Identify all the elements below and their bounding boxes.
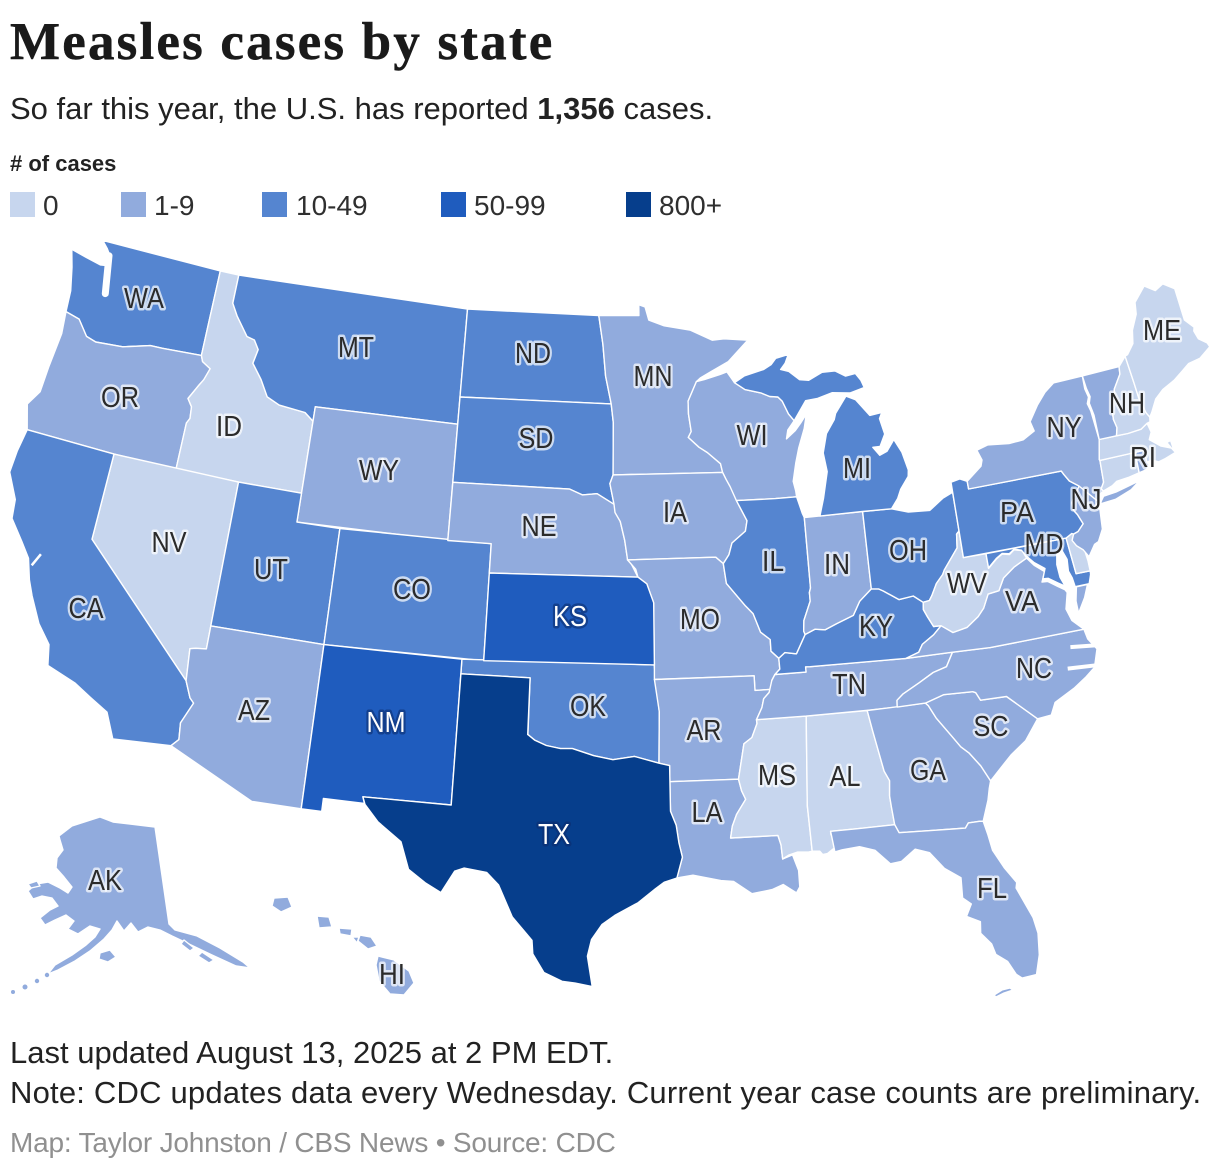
svg-text:SC: SC <box>974 711 1009 743</box>
svg-text:WY: WY <box>359 455 399 487</box>
svg-text:ND: ND <box>515 338 551 370</box>
svg-text:WI: WI <box>737 420 768 452</box>
svg-text:KS: KS <box>553 601 587 633</box>
svg-text:NC: NC <box>1016 653 1052 685</box>
svg-text:HI: HI <box>379 959 405 991</box>
svg-text:ME: ME <box>1143 315 1181 347</box>
svg-text:OR: OR <box>101 382 139 414</box>
svg-text:AL: AL <box>830 761 861 793</box>
svg-text:WV: WV <box>947 568 988 600</box>
svg-text:TN: TN <box>832 669 866 701</box>
svg-text:CA: CA <box>69 593 105 625</box>
svg-text:GA: GA <box>910 755 947 787</box>
svg-text:VA: VA <box>1005 586 1040 618</box>
svg-text:IL: IL <box>762 546 784 578</box>
svg-text:NH: NH <box>1109 388 1145 420</box>
svg-text:TX: TX <box>538 819 570 851</box>
svg-text:IN: IN <box>824 549 850 581</box>
svg-text:NJ: NJ <box>1071 484 1102 516</box>
svg-text:SD: SD <box>519 423 554 455</box>
svg-text:NM: NM <box>367 707 406 739</box>
svg-text:WA: WA <box>124 283 165 315</box>
svg-text:MS: MS <box>758 760 796 792</box>
svg-text:OK: OK <box>570 691 607 723</box>
svg-text:LA: LA <box>692 797 724 829</box>
svg-text:MO: MO <box>680 604 720 636</box>
svg-text:MN: MN <box>634 361 673 393</box>
svg-text:RI: RI <box>1130 442 1156 474</box>
svg-text:MI: MI <box>843 453 871 485</box>
svg-text:MT: MT <box>338 332 374 364</box>
svg-text:PA: PA <box>1000 497 1035 529</box>
svg-text:IA: IA <box>663 497 688 529</box>
svg-text:AR: AR <box>687 715 722 747</box>
svg-text:FL: FL <box>977 873 1007 905</box>
svg-text:NV: NV <box>152 527 188 559</box>
svg-text:CO: CO <box>393 574 431 606</box>
svg-text:AZ: AZ <box>238 695 270 727</box>
svg-text:AK: AK <box>88 865 123 897</box>
svg-text:MD: MD <box>1025 529 1064 561</box>
svg-text:NY: NY <box>1047 412 1082 444</box>
svg-text:ID: ID <box>216 411 242 443</box>
svg-text:OH: OH <box>889 535 927 567</box>
svg-text:UT: UT <box>254 554 288 586</box>
svg-text:NE: NE <box>522 511 557 543</box>
svg-text:KY: KY <box>859 611 893 643</box>
